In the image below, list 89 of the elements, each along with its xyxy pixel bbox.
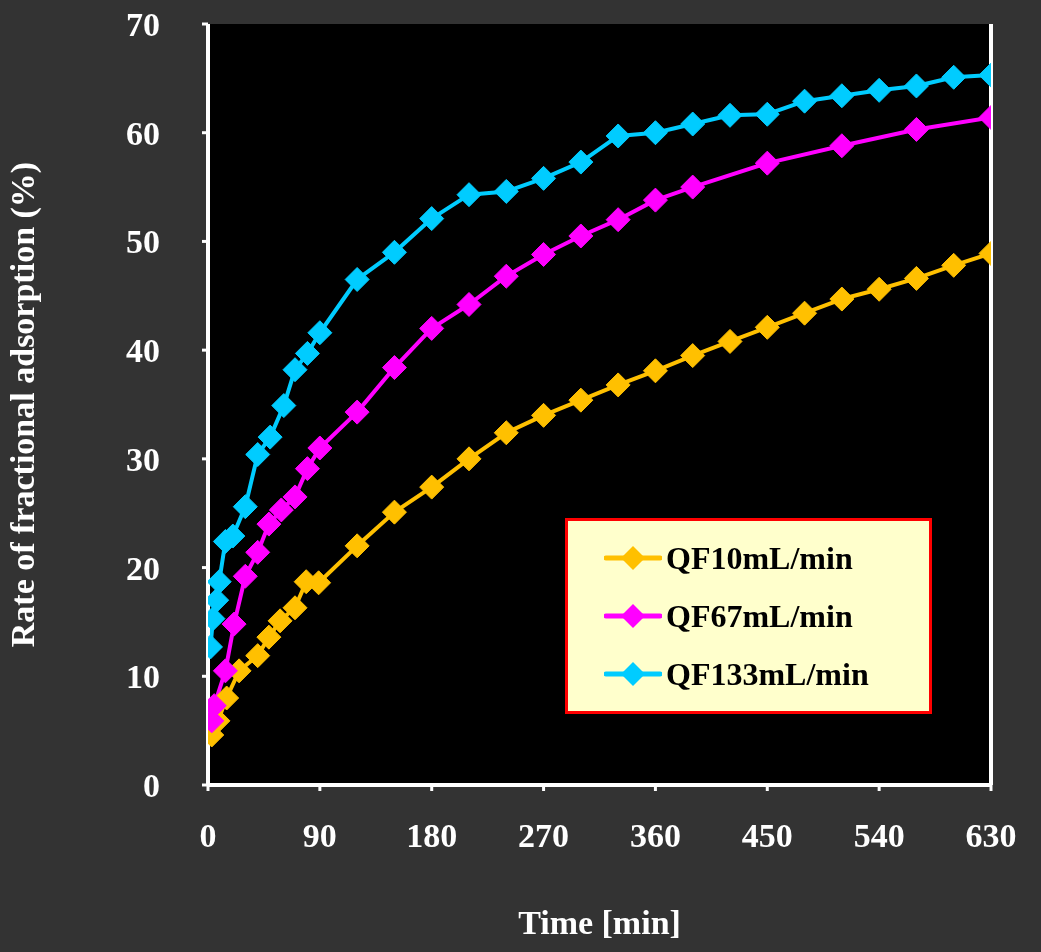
x-axis-title: Time [min] [518,904,681,941]
point [866,77,892,103]
x-tick-label: 450 [741,817,793,855]
point [268,497,294,523]
point [212,658,238,684]
point [531,165,557,191]
point [256,511,282,537]
y-tick-label: 60 [126,114,160,152]
point [294,340,320,366]
x-tick-label: 90 [302,817,337,855]
point [642,187,668,213]
point [605,123,631,149]
y-axis-title: Rate of fractional adsorption (%) [4,161,43,648]
point [221,611,247,637]
point [245,643,271,669]
point [568,387,594,413]
point [717,328,743,354]
point [267,608,293,634]
point [232,494,258,520]
point [381,355,407,381]
point [903,265,929,291]
point [792,300,818,326]
y-tick-label: 40 [126,332,160,370]
point [531,241,557,267]
point [493,263,519,289]
point [307,320,333,346]
point [232,563,258,589]
point [642,120,668,146]
point [208,569,232,595]
point [568,149,594,175]
point [903,116,929,142]
point [754,314,780,340]
y-tick-label: 70 [126,6,160,44]
point [344,533,370,559]
point [456,446,482,472]
point [419,315,445,341]
point [419,474,445,500]
point [903,73,929,99]
point [381,239,407,265]
point [381,499,407,525]
point [256,624,282,650]
point [531,402,557,428]
point [344,266,370,292]
point [456,291,482,317]
point [941,252,967,278]
point [605,207,631,233]
x-tick-label: 180 [406,817,458,855]
y-tick-label: 10 [126,658,160,696]
point [282,484,308,510]
point [245,442,271,468]
point [829,133,855,159]
point [866,276,892,302]
point [829,83,855,109]
point [792,88,818,114]
x-tick-label: 0 [199,817,217,855]
point [680,174,706,200]
point [568,223,594,249]
point [271,393,297,419]
point [680,111,706,137]
y-tick-label: 20 [126,549,160,587]
point [493,420,519,446]
point [245,539,271,565]
y-tick-label: 50 [126,223,160,261]
y-tick-label: 30 [126,440,160,478]
point [642,358,668,384]
point [717,102,743,128]
point [257,424,283,450]
point [754,150,780,176]
legend-label: QF10mL/min [666,539,853,577]
point [307,435,333,461]
point [456,182,482,208]
point [282,357,308,383]
point [493,178,519,204]
y-tick-label: 0 [143,767,160,805]
point [829,286,855,312]
x-tick-label: 270 [518,817,570,855]
x-tick-label: 630 [965,817,1017,855]
x-tick-label: 540 [853,817,905,855]
x-tick-label: 360 [629,817,681,855]
point [754,101,780,127]
point [419,206,445,232]
legend-label: QF133mL/min [666,655,869,693]
legend-label: QF67mL/min [666,597,853,635]
point [294,456,320,482]
point [344,399,370,425]
point [941,64,967,90]
point [605,372,631,398]
point [282,595,308,621]
point [680,343,706,369]
